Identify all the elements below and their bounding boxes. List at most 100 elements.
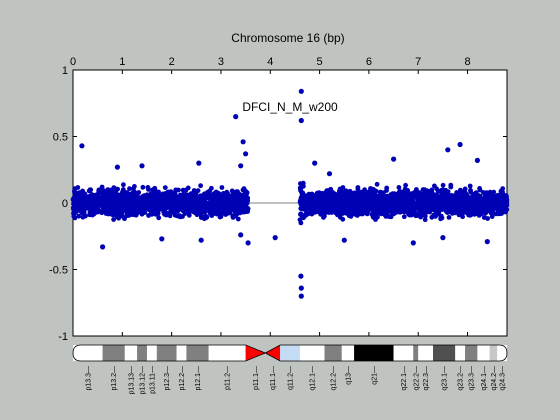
data-point bbox=[461, 197, 467, 203]
band-q22.3 bbox=[418, 345, 434, 361]
band-q24.2 bbox=[489, 345, 498, 361]
data-point bbox=[245, 240, 251, 246]
band-label: q24.1— bbox=[481, 366, 488, 391]
data-point bbox=[372, 203, 378, 209]
data-point bbox=[121, 200, 127, 206]
data-point bbox=[115, 186, 120, 192]
data-point bbox=[140, 184, 146, 190]
y-tick-label: 0 bbox=[62, 198, 68, 210]
data-point bbox=[162, 185, 168, 191]
data-point bbox=[346, 199, 352, 205]
data-point bbox=[79, 143, 85, 149]
data-point bbox=[312, 160, 318, 166]
data-point bbox=[440, 235, 446, 241]
data-point bbox=[207, 206, 213, 212]
x-tick-label: 5 bbox=[317, 56, 323, 68]
data-point bbox=[88, 187, 94, 193]
band-label: p12.3— bbox=[164, 366, 171, 391]
data-point bbox=[244, 199, 249, 204]
band-label: q12.2— bbox=[331, 366, 338, 391]
band-p13.13 bbox=[124, 345, 138, 361]
data-point bbox=[238, 232, 244, 238]
data-point bbox=[479, 208, 485, 214]
data-point bbox=[444, 206, 449, 212]
data-point bbox=[146, 198, 152, 204]
data-point bbox=[465, 194, 471, 200]
data-point bbox=[489, 195, 494, 201]
band-label: p11.2— bbox=[225, 366, 232, 390]
data-point bbox=[182, 201, 188, 207]
data-point bbox=[232, 191, 238, 197]
data-point bbox=[162, 206, 168, 212]
data-point bbox=[376, 204, 382, 210]
data-point bbox=[148, 211, 154, 217]
data-point bbox=[462, 192, 467, 198]
data-point bbox=[164, 212, 169, 218]
data-point bbox=[137, 202, 143, 208]
data-point bbox=[415, 213, 420, 218]
band-q23.3 bbox=[465, 345, 478, 361]
data-point bbox=[150, 189, 156, 195]
data-point bbox=[217, 214, 223, 220]
data-point bbox=[350, 211, 355, 217]
data-point bbox=[481, 215, 487, 220]
data-point bbox=[434, 208, 440, 213]
data-point bbox=[474, 204, 479, 210]
data-point bbox=[199, 212, 204, 217]
data-point bbox=[474, 157, 480, 163]
data-point bbox=[366, 189, 371, 195]
data-point bbox=[167, 213, 173, 219]
data-point bbox=[144, 192, 150, 198]
data-point bbox=[81, 192, 87, 197]
band-p13.11 bbox=[146, 345, 157, 361]
data-point bbox=[136, 209, 142, 215]
data-point bbox=[384, 188, 389, 193]
data-point bbox=[390, 199, 395, 205]
data-point bbox=[203, 215, 209, 221]
data-point bbox=[428, 205, 434, 210]
data-point bbox=[332, 202, 338, 208]
data-point bbox=[147, 202, 152, 208]
data-point bbox=[440, 196, 445, 201]
data-point bbox=[498, 201, 503, 207]
data-point bbox=[111, 217, 116, 222]
data-point bbox=[450, 201, 456, 207]
band-q23.1 bbox=[433, 345, 456, 361]
data-point bbox=[76, 213, 82, 219]
data-point bbox=[445, 197, 450, 203]
data-point bbox=[410, 240, 416, 246]
band-label: p13.2— bbox=[111, 366, 118, 391]
data-point bbox=[310, 208, 316, 214]
data-point bbox=[91, 193, 97, 198]
data-point bbox=[403, 182, 408, 188]
data-point bbox=[197, 208, 202, 213]
data-point bbox=[434, 195, 440, 201]
data-point bbox=[429, 187, 435, 193]
data-point bbox=[329, 210, 335, 215]
data-point bbox=[364, 199, 370, 205]
data-point bbox=[241, 201, 246, 207]
data-point bbox=[405, 204, 411, 210]
band-q22.1 bbox=[393, 345, 414, 361]
data-point bbox=[458, 187, 463, 193]
data-point bbox=[245, 206, 251, 211]
band-q24.1 bbox=[477, 345, 490, 361]
data-point bbox=[305, 197, 311, 202]
data-point bbox=[225, 196, 231, 202]
x-tick-label: 1 bbox=[119, 56, 125, 68]
data-point bbox=[320, 199, 325, 205]
data-point bbox=[127, 186, 132, 192]
band-label: q24.3— bbox=[500, 366, 507, 391]
data-point bbox=[340, 189, 345, 195]
data-point bbox=[233, 114, 239, 120]
data-point bbox=[430, 193, 435, 199]
data-point bbox=[466, 198, 472, 204]
data-point bbox=[177, 201, 182, 206]
data-point bbox=[112, 193, 118, 199]
data-point bbox=[209, 211, 215, 216]
data-point bbox=[100, 203, 106, 209]
data-point bbox=[132, 208, 138, 214]
band-label: q12.1— bbox=[310, 366, 317, 391]
data-point bbox=[378, 211, 384, 216]
data-point bbox=[503, 209, 508, 215]
